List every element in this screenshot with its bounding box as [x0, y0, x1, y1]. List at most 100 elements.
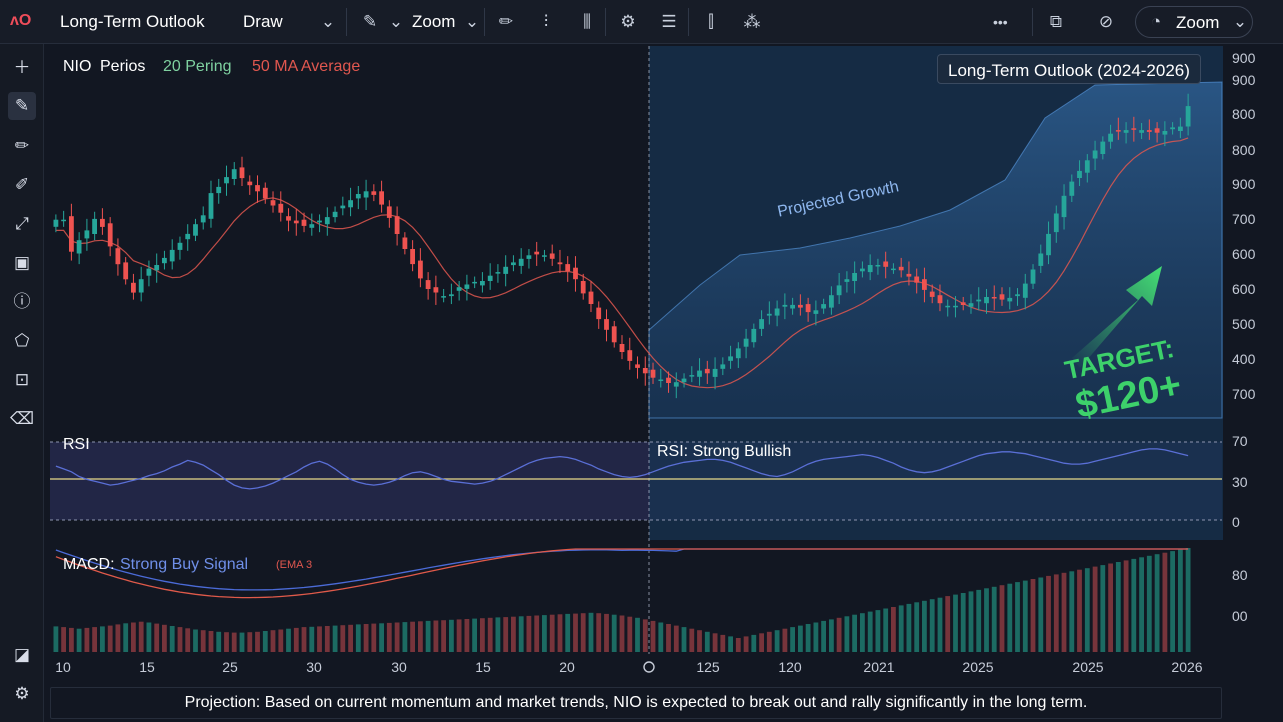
zoom-dropdown[interactable]: ◔ Zoom ⌄	[1135, 6, 1253, 38]
gear-icon[interactable]: ⚙	[14, 684, 30, 703]
macd-bar	[363, 624, 369, 652]
settings-icon[interactable]: ⚙	[620, 12, 636, 31]
brush-icon[interactable]: ✐	[14, 175, 30, 194]
macd-bar	[782, 628, 788, 652]
candle	[1162, 121, 1168, 147]
candle	[262, 182, 268, 204]
time-axis-label: 10	[55, 659, 71, 675]
candle-body	[208, 193, 214, 219]
candle-body	[766, 313, 772, 316]
chevron-down-icon[interactable]: ⌄	[464, 12, 480, 31]
candle	[526, 249, 532, 269]
candle-body	[611, 326, 617, 343]
chevron-down-icon[interactable]: ⌄	[320, 12, 336, 31]
candle-body	[162, 257, 167, 264]
candle	[759, 310, 764, 337]
pen-tool-icon[interactable]: ✎	[8, 92, 36, 120]
time-axis-label: 20	[559, 659, 575, 675]
legend-symbol[interactable]: NIO	[63, 58, 92, 75]
list-icon[interactable]: ☰	[661, 12, 677, 31]
note-icon[interactable]: ◪	[13, 645, 31, 664]
snapshot-icon[interactable]: ⧉	[1049, 12, 1063, 31]
candle-body	[906, 273, 912, 277]
candle-body	[154, 265, 160, 271]
macd-bar	[1092, 566, 1098, 652]
draw-menu[interactable]: Draw	[243, 12, 283, 31]
candle-body	[76, 240, 82, 254]
candle	[782, 293, 788, 320]
eraser-icon[interactable]: ⌫	[9, 409, 35, 428]
measure-icon[interactable]: ▣	[13, 253, 31, 272]
candle-body	[53, 219, 59, 227]
candle-body	[456, 287, 462, 291]
candle	[472, 276, 477, 289]
brush-icon[interactable]: ✎	[362, 12, 378, 31]
candle	[255, 175, 260, 203]
candles-icon[interactable]: ⫿	[708, 12, 714, 31]
candle-body	[759, 319, 764, 329]
crosshair-icon[interactable]: ＋	[13, 58, 31, 77]
candle	[712, 357, 718, 390]
candle	[503, 255, 509, 287]
no-entry-icon[interactable]: ⊘	[1098, 12, 1114, 31]
macd-bar	[69, 627, 74, 652]
macd-bar	[549, 614, 555, 652]
macd-bar	[1100, 565, 1106, 652]
app-logo[interactable]: ʌO	[10, 12, 32, 29]
macd-bar	[301, 627, 307, 652]
indicator-icon[interactable]: ⫶	[543, 12, 549, 31]
more-options-icon[interactable]: •••	[993, 14, 1008, 30]
alert-icon[interactable]: ⓘ	[13, 292, 31, 311]
layout-title[interactable]: Long-Term Outlook	[60, 12, 205, 31]
macd-bar	[92, 627, 97, 652]
candle-body	[604, 319, 609, 330]
time-axis-label: 15	[139, 659, 155, 675]
pencil-icon[interactable]: ✏	[498, 12, 514, 31]
templates-icon[interactable]: ⁂	[743, 12, 761, 31]
edit-box-icon[interactable]: ⊡	[14, 370, 30, 389]
candle-body	[580, 281, 586, 294]
candle	[945, 299, 951, 317]
candle-body	[255, 185, 260, 192]
candle-body	[1185, 106, 1191, 127]
compare-icon[interactable]: ⫼	[583, 12, 591, 31]
macd-bar	[472, 618, 477, 652]
candle	[449, 283, 454, 305]
rsi-axis-label: 70	[1232, 433, 1248, 449]
macd-bar	[650, 620, 656, 652]
candle	[580, 273, 586, 300]
rsi-callout: RSI: Strong Bullish	[657, 443, 792, 460]
candle-body	[712, 368, 718, 377]
candle	[177, 236, 183, 260]
trend-line-icon[interactable]: ⤢	[15, 214, 29, 233]
candle-body	[169, 249, 175, 262]
price-axis-label: 700	[1232, 386, 1256, 402]
candle	[604, 309, 609, 342]
candle	[1100, 136, 1106, 160]
chevron-down-icon[interactable]: ⌄	[388, 12, 404, 31]
candle-body	[619, 344, 625, 352]
candle-body	[1038, 253, 1044, 266]
macd-bar	[495, 617, 501, 652]
candle-body	[301, 219, 307, 226]
zoom-icon: ◔	[1150, 12, 1162, 31]
macd-bar	[821, 620, 826, 652]
macd-bar	[704, 631, 710, 652]
macd-bar	[216, 631, 222, 652]
candle-body	[689, 375, 695, 377]
candle-body	[177, 242, 183, 250]
macd-bar	[464, 619, 470, 652]
shape-tool-icon[interactable]: ⬠	[14, 331, 30, 350]
candle-body	[728, 356, 733, 361]
candle-body	[193, 224, 198, 236]
pencil-icon[interactable]: ✏	[14, 136, 30, 155]
zoom-menu[interactable]: Zoom	[412, 12, 456, 31]
candle	[1123, 122, 1129, 144]
candle-body	[666, 377, 671, 383]
candle-body	[100, 218, 105, 227]
candle	[84, 218, 90, 251]
macd-bar	[891, 607, 896, 652]
candle-body	[1162, 131, 1168, 135]
candle	[1178, 117, 1183, 139]
